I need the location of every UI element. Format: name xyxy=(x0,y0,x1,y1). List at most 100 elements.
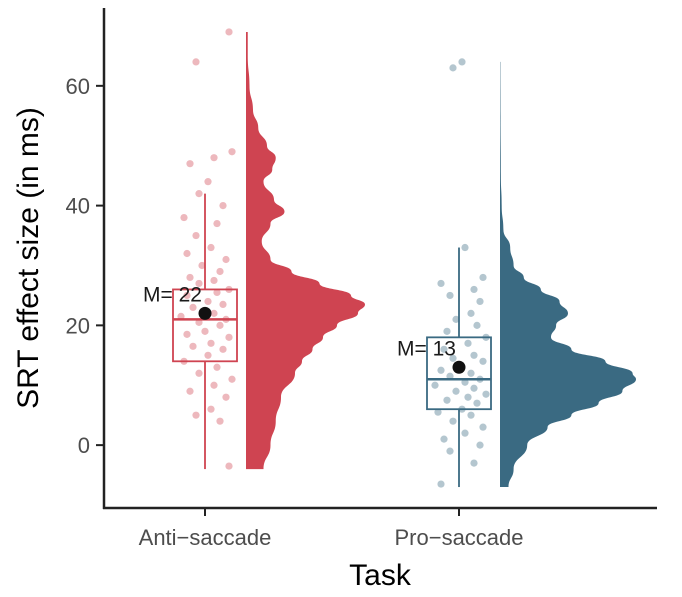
data-point xyxy=(210,154,218,162)
data-point xyxy=(464,339,472,347)
data-point xyxy=(195,369,203,377)
data-point xyxy=(449,417,457,425)
data-point xyxy=(219,300,227,309)
y-tick-label: 60 xyxy=(66,74,90,99)
data-point xyxy=(198,261,206,270)
data-point xyxy=(473,321,481,329)
data-point xyxy=(225,462,233,470)
data-point xyxy=(434,408,442,416)
data-point xyxy=(461,429,469,437)
mean-label: M= 13 xyxy=(397,337,456,360)
data-point xyxy=(189,303,197,312)
density-cloud-anti-saccade xyxy=(246,31,365,470)
data-point xyxy=(222,393,230,401)
data-point xyxy=(216,417,224,425)
data-point xyxy=(213,219,221,228)
data-point xyxy=(213,288,221,297)
data-point xyxy=(458,58,466,66)
data-point xyxy=(437,480,445,488)
data-point xyxy=(443,327,451,335)
x-axis-ticks: Anti−saccade Pro−saccade xyxy=(139,508,524,550)
jitter-points-layer xyxy=(177,28,490,488)
data-point xyxy=(192,58,200,66)
data-point xyxy=(479,423,487,431)
data-point xyxy=(452,387,460,395)
y-axis-title: SRT effect size (in ms) xyxy=(12,107,45,409)
data-point xyxy=(210,381,218,389)
data-point xyxy=(431,381,439,389)
data-point xyxy=(449,64,457,72)
data-point xyxy=(479,273,487,282)
data-point xyxy=(201,327,209,335)
data-point xyxy=(470,384,478,392)
data-point xyxy=(213,363,221,371)
data-point xyxy=(180,213,188,222)
data-point xyxy=(476,297,484,306)
data-point xyxy=(216,267,224,276)
y-tick-label: 40 xyxy=(66,194,90,219)
data-point xyxy=(479,357,487,365)
data-point xyxy=(186,387,194,395)
data-point xyxy=(446,291,454,300)
y-tick-label: 20 xyxy=(66,313,90,338)
data-point xyxy=(183,291,191,300)
data-point xyxy=(476,441,484,449)
data-point xyxy=(461,243,469,252)
data-point xyxy=(470,351,478,359)
data-point xyxy=(437,366,445,374)
data-point xyxy=(482,390,490,398)
data-point xyxy=(473,399,481,407)
data-point xyxy=(464,393,472,401)
data-point xyxy=(470,285,478,294)
y-tick-label: 0 xyxy=(78,433,90,458)
x-tick-label: Pro−saccade xyxy=(394,525,523,550)
data-point xyxy=(437,279,445,288)
data-point xyxy=(204,351,212,359)
data-point xyxy=(186,273,194,282)
data-point xyxy=(440,435,448,443)
data-point xyxy=(443,396,451,404)
data-point xyxy=(210,309,218,317)
y-axis-ticks: 0 20 40 60 xyxy=(66,74,104,458)
x-axis-title: Task xyxy=(349,559,412,592)
data-point xyxy=(204,178,212,186)
mean-point xyxy=(198,306,212,320)
data-point xyxy=(183,249,191,258)
data-point xyxy=(470,459,478,467)
data-point xyxy=(467,309,475,317)
data-point xyxy=(467,411,475,419)
data-point xyxy=(219,202,227,210)
data-point xyxy=(207,243,215,252)
data-point xyxy=(449,354,457,362)
data-point xyxy=(210,276,218,285)
data-point xyxy=(195,190,203,198)
data-point xyxy=(225,28,233,36)
data-point xyxy=(440,345,448,353)
data-point xyxy=(204,297,212,306)
x-tick-label: Anti−saccade xyxy=(139,525,272,550)
data-point xyxy=(225,333,233,341)
mean-layer: M= 22 M= 13 xyxy=(143,283,466,374)
data-point xyxy=(207,339,215,347)
data-point xyxy=(467,369,475,377)
data-point xyxy=(219,345,227,353)
data-point xyxy=(216,321,224,329)
data-point xyxy=(195,279,203,288)
data-point xyxy=(452,315,460,323)
data-point xyxy=(446,447,454,455)
data-point xyxy=(186,160,194,168)
box-iqr xyxy=(172,288,238,363)
data-point xyxy=(192,231,200,240)
data-point xyxy=(183,330,191,338)
data-point xyxy=(192,411,200,419)
density-cloud-pro-saccade xyxy=(500,61,636,488)
density-layer xyxy=(246,31,636,488)
data-point xyxy=(207,405,215,413)
data-point xyxy=(222,255,230,264)
mean-point xyxy=(452,360,466,374)
data-point xyxy=(189,342,197,350)
box-iqr xyxy=(426,336,492,411)
data-point xyxy=(228,375,236,383)
data-point xyxy=(228,148,236,156)
